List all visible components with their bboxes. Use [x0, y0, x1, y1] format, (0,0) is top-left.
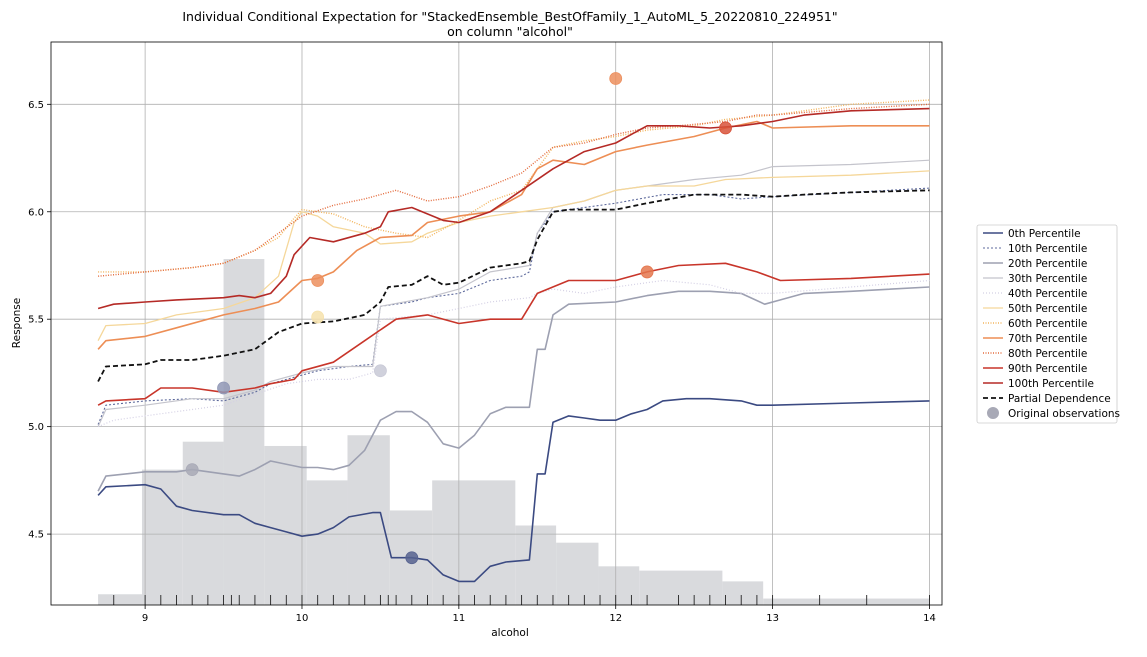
series-line — [97, 286, 930, 492]
y-tick-label: 6.5 — [28, 100, 44, 111]
y-tick-label: 6.0 — [28, 207, 44, 218]
histogram-bar — [763, 598, 930, 605]
legend-label: 80th Percentile — [1008, 348, 1087, 360]
series-line — [97, 397, 930, 583]
histogram-bar — [306, 480, 348, 605]
rug — [113, 595, 930, 605]
legend-label: 30th Percentile — [1008, 273, 1087, 285]
legend-label: 100th Percentile — [1008, 378, 1094, 390]
histogram-bar — [639, 570, 723, 605]
legend-label: 10th Percentile — [1008, 243, 1087, 255]
x-tick-label: 10 — [296, 613, 309, 624]
y-tick-label: 5.0 — [28, 422, 44, 433]
legend-label: Original observations — [1008, 408, 1120, 420]
chart-title-line-1: Individual Conditional Expectation for "… — [182, 9, 837, 24]
histogram-bar — [598, 566, 640, 605]
chart-title-line-2: on column "alcohol" — [447, 24, 573, 39]
x-tick-label: 14 — [923, 613, 936, 624]
x-tick-label: 9 — [142, 613, 148, 624]
x-axis-ticks: 9 10 11 12 13 14 — [142, 605, 936, 624]
x-tick-label: 11 — [452, 613, 465, 624]
legend-label: 20th Percentile — [1008, 258, 1087, 270]
histogram-bar — [515, 525, 557, 605]
y-tick-label: 5.5 — [28, 315, 44, 326]
series-lines — [97, 99, 930, 583]
series-line — [97, 107, 930, 310]
observation-point — [311, 310, 325, 324]
x-tick-label: 13 — [766, 613, 779, 624]
legend-label: 50th Percentile — [1008, 303, 1087, 315]
histogram-bar — [98, 594, 142, 605]
observation-point — [217, 381, 230, 395]
histogram-bar — [264, 445, 307, 605]
observation-point — [719, 121, 732, 135]
series-line — [98, 103, 930, 277]
histogram-bar — [556, 542, 599, 605]
plot-frame — [50, 41, 943, 606]
observation-point — [405, 551, 419, 565]
observation-markers — [185, 72, 732, 565]
observation-point — [374, 364, 387, 378]
observation-point — [640, 265, 654, 279]
x-tick-label: 12 — [609, 613, 622, 624]
observation-point — [185, 463, 199, 477]
series-line — [97, 159, 930, 427]
series-line — [97, 262, 930, 406]
histogram-bar — [223, 259, 265, 605]
y-axis-label: Response — [11, 298, 23, 348]
histogram — [98, 259, 930, 605]
x-axis-label: alcohol — [491, 627, 529, 639]
series-line — [97, 170, 930, 341]
series-line — [97, 120, 930, 350]
legend-label: 70th Percentile — [1008, 333, 1087, 345]
legend-label: 40th Percentile — [1008, 288, 1087, 300]
legend-label: 0th Percentile — [1008, 228, 1081, 240]
legend: 0th Percentile 10th Percentile 20th Percen… — [976, 224, 1120, 424]
histogram-bar — [722, 581, 764, 605]
legend-label: Partial Dependence — [1008, 393, 1111, 405]
series-line — [97, 189, 930, 382]
y-axis-ticks: 4.5 5.0 5.5 6.0 6.5 — [28, 100, 51, 541]
legend-label: 90th Percentile — [1008, 363, 1087, 375]
legend-label: 60th Percentile — [1008, 318, 1087, 330]
legend-box — [976, 224, 1118, 424]
observation-point — [609, 72, 623, 85]
legend-swatch — [987, 407, 999, 419]
observation-point — [311, 274, 325, 287]
histogram-bar — [432, 480, 516, 605]
series-line — [97, 187, 930, 425]
y-tick-label: 4.5 — [28, 530, 44, 541]
histogram-bar — [141, 469, 183, 605]
series-line — [98, 99, 930, 273]
